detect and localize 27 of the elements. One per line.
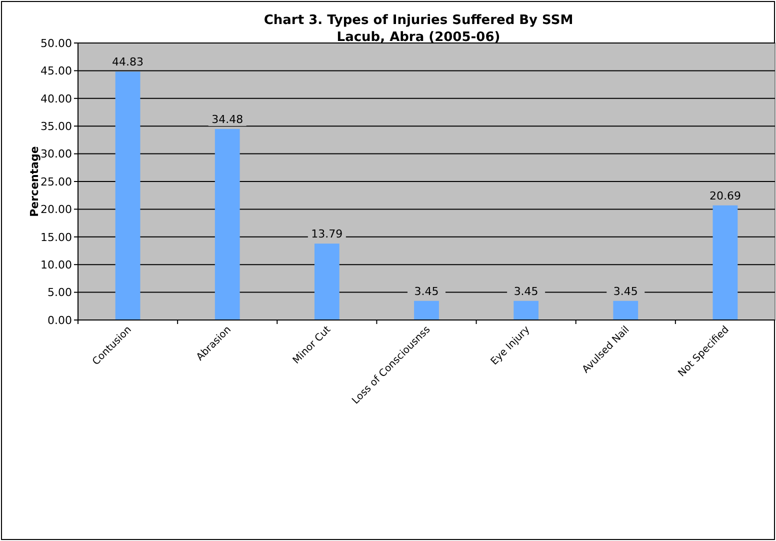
y-tick-label: 5.00 <box>48 286 72 300</box>
data-label: 34.48 <box>212 112 244 126</box>
y-axis-title: Percentage <box>28 146 41 217</box>
y-tick-label: 40.00 <box>40 92 72 106</box>
y-tick-label: 20.00 <box>40 203 72 216</box>
y-tick-label: 30.00 <box>40 148 72 161</box>
bar <box>514 300 539 320</box>
bar <box>712 205 738 320</box>
data-label: 3.45 <box>414 284 439 298</box>
y-tick-label: 50.00 <box>40 36 72 50</box>
bar <box>613 300 638 320</box>
y-tick-label: 45.00 <box>40 64 72 78</box>
bar <box>115 72 140 320</box>
data-label: 3.45 <box>613 284 638 298</box>
y-tick-label: 35.00 <box>40 120 72 133</box>
bar <box>214 128 240 320</box>
data-label: 13.79 <box>311 228 343 241</box>
data-label: 3.45 <box>514 284 538 298</box>
y-tick-label: 0.00 <box>48 314 72 327</box>
data-label: 44.83 <box>112 56 144 69</box>
bar <box>414 300 439 320</box>
y-tick-label: 25.00 <box>40 175 72 188</box>
y-tick-label: 15.00 <box>40 230 72 244</box>
data-label: 20.69 <box>709 189 741 202</box>
bar <box>314 244 340 320</box>
chart-title: Chart 3. Types of Injuries Suffered By SSM Lacub, Abra (2005-06) <box>264 13 574 45</box>
y-tick-label: 10.00 <box>40 258 72 272</box>
